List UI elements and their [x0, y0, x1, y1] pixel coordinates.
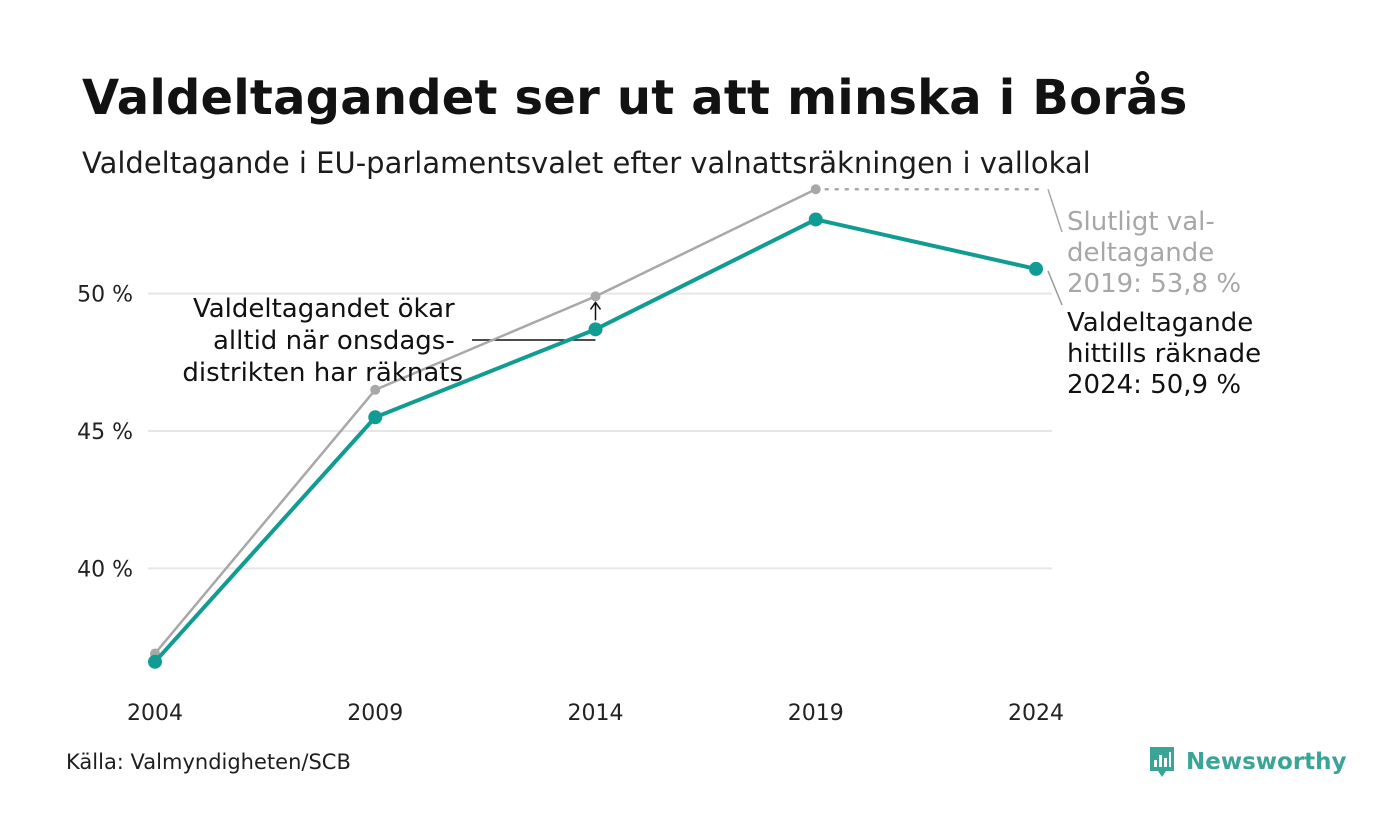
- annotation-current-2024: Valdeltagande hittills räknade 2024: 50,…: [1067, 308, 1269, 400]
- x-tick-label: 2019: [788, 701, 844, 726]
- election-night-turnout-point: [1029, 261, 1043, 276]
- annotation-wednesday-line-3: distrikten har räknats: [182, 358, 463, 388]
- annotation-wednesday: Valdeltagandet ökar alltid när onsdags- …: [182, 294, 463, 388]
- annotation-final-2019-line-3: 2019: 53,8 %: [1067, 269, 1241, 299]
- newsworthy-logo-icon: [1150, 747, 1174, 777]
- annotation-final-2019-line-2: deltagande: [1067, 238, 1214, 268]
- brand-name: Newsworthy: [1186, 749, 1347, 775]
- y-tick-label: 45 %: [77, 420, 133, 445]
- y-axis-ticks: 40 % 45 % 50 %: [77, 283, 133, 583]
- x-tick-label: 2009: [347, 701, 403, 726]
- x-tick-label: 2004: [127, 701, 183, 726]
- final-turnout-point: [370, 384, 381, 395]
- x-tick-label: 2014: [568, 701, 624, 726]
- final-turnout-point: [810, 184, 821, 195]
- election-night-turnout-point: [368, 410, 383, 425]
- annotation-wednesday-line-1: Valdeltagandet ökar: [193, 294, 455, 324]
- source-note: Källa: Valmyndigheten/SCB: [66, 750, 351, 774]
- chart-subtitle: Valdeltagande i EU-parlamentsvalet efter…: [82, 146, 1091, 180]
- annotation-current-2024-line-2: hittills räknade: [1067, 339, 1261, 369]
- election-night-turnout-line: [153, 217, 1038, 664]
- annotation-final-2019-line-1: Slutligt val-: [1067, 207, 1215, 237]
- y-tick-label: 40 %: [77, 557, 133, 582]
- annotation-wednesday-line-2: alltid när onsdags-: [213, 326, 455, 356]
- election-night-turnout-point: [588, 322, 603, 337]
- y-tick-label: 50 %: [77, 283, 133, 308]
- final-turnout-line: [153, 187, 817, 655]
- chart-title: Valdeltagandet ser ut att minska i Borås: [82, 70, 1188, 126]
- x-tick-label: 2024: [1008, 701, 1064, 726]
- annotation-current-2024-line-3: 2024: 50,9 %: [1067, 370, 1241, 400]
- annotation-current-2024-line-1: Valdeltagande: [1067, 308, 1253, 338]
- final-2019-leader: [1047, 188, 1063, 233]
- wednesday-arrow-head: [589, 301, 602, 310]
- x-axis-ticks: 2004 2009 2014 2019 2024: [127, 701, 1064, 726]
- series: [148, 184, 1043, 669]
- newsworthy-logo: Newsworthy: [1148, 744, 1347, 780]
- annotation-final-2019: Slutligt val- deltagande 2019: 53,8 %: [1067, 207, 1241, 299]
- current-2024-leader: [1047, 270, 1063, 306]
- final-turnout-point: [590, 291, 601, 302]
- election-night-turnout-point: [148, 654, 162, 669]
- election-night-turnout-point: [808, 212, 823, 227]
